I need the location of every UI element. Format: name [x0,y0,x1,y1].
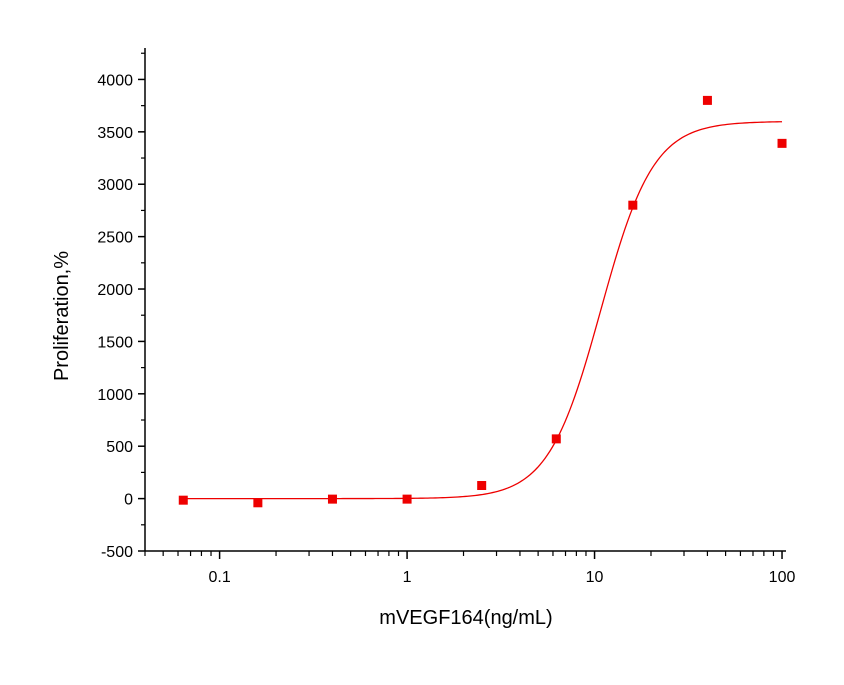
y-tick-label: 2500 [97,230,133,247]
axes: -500 0 500 1000 1500 2000 2500 3000 3500 4000 0.1 1… [97,48,795,586]
y-tick-label: 3000 [97,177,133,194]
x-tick-label: 0.1 [208,569,230,586]
y-tick-label: 1500 [97,334,133,351]
fit-curve [183,121,783,500]
data-point [327,494,337,504]
data-point [551,434,561,444]
y-tick-label: 500 [106,439,133,456]
y-tick-label: 1000 [97,387,133,404]
y-axis-title: Proliferation,% [51,251,73,381]
data-point [178,495,188,505]
y-tick-label: 2000 [97,282,133,299]
data-point [477,481,487,491]
y-tick-label: -500 [101,544,133,561]
x-tick-label: 100 [769,569,796,586]
data-point [628,200,638,210]
y-tick-label: 4000 [97,72,133,89]
data-point [253,498,263,508]
data-point [402,494,412,504]
x-tick-label: 10 [586,569,604,586]
x-tick-label: 1 [403,569,412,586]
y-tick-label: 3500 [97,125,133,142]
plot-area [178,95,787,508]
x-axis-title: mVEGF164(ng/mL) [379,607,552,629]
y-tick-label: 0 [124,492,133,509]
data-point [777,138,787,148]
data-point [702,95,712,105]
